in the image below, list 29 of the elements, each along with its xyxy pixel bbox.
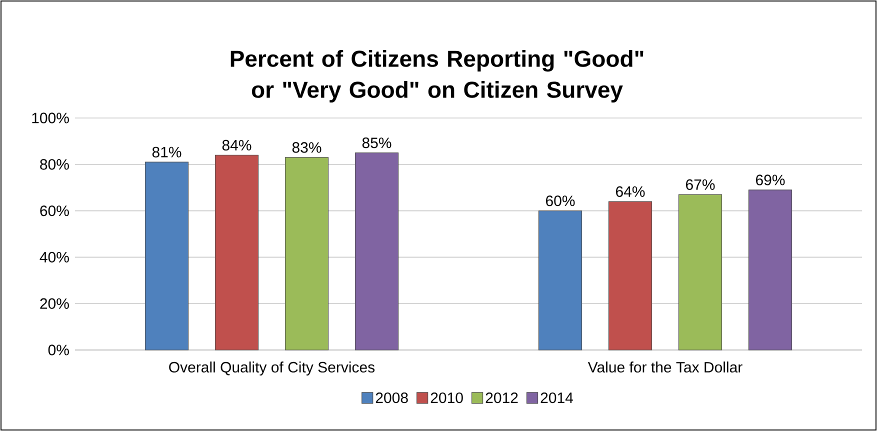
y-tick-label: 0%	[48, 344, 69, 356]
legend-label: 2010	[430, 392, 463, 404]
bar	[144, 162, 189, 350]
chart-title: Percent of Citizens Reporting "Good" or "Very Good" on Citizen Survey	[230, 50, 644, 102]
bar	[678, 194, 722, 350]
y-tick-label: 100%	[32, 112, 69, 124]
data-label: 83%	[292, 142, 322, 153]
y-tick-label: 60%	[40, 205, 69, 216]
legend-label: 2012	[486, 392, 518, 404]
x-tick-label: Value for the Tax Dollar	[588, 362, 742, 373]
data-label: 81%	[152, 146, 182, 158]
y-tick-label: 40%	[40, 252, 69, 263]
y-tick-label: 20%	[40, 298, 69, 309]
y-tick-label: 80%	[40, 159, 69, 170]
data-label: 69%	[756, 174, 785, 186]
data-label: 85%	[362, 138, 392, 148]
legend-label: 2008	[376, 392, 408, 404]
data-label: 60%	[546, 196, 575, 206]
bar	[608, 201, 652, 350]
data-label: 67%	[686, 179, 715, 190]
bar	[538, 210, 582, 350]
x-tick-label: Overall Quality of City Services	[169, 362, 375, 376]
bar	[214, 154, 259, 350]
legend-label: 2014	[540, 392, 573, 404]
bar	[284, 157, 329, 350]
data-label: 84%	[222, 140, 252, 150]
data-label: 64%	[616, 186, 645, 197]
bar	[354, 152, 399, 350]
bar	[748, 190, 792, 350]
